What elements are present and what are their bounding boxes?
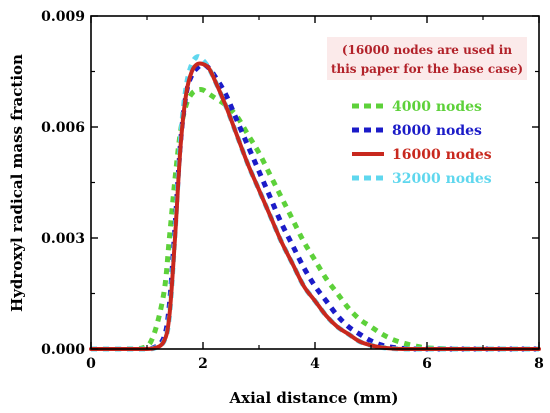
series-line-4000-nodes xyxy=(91,87,539,352)
x-axis-title: Axial distance (mm) xyxy=(229,389,399,407)
y-tick-label: 0.000 xyxy=(41,342,85,358)
y-tick-label: 0.006 xyxy=(41,120,85,136)
annotation-line-1: (16000 nodes are used in xyxy=(342,43,512,57)
legend-label: 16000 nodes xyxy=(392,147,492,163)
legend: 4000 nodes 8000 nodes 16000 nodes 32000 nod… xyxy=(352,99,492,187)
annotation-note: (16000 nodes are used in this paper for … xyxy=(327,37,527,80)
x-tick-label: 0 xyxy=(86,356,96,372)
x-tick-label: 4 xyxy=(310,356,320,372)
legend-label: 4000 nodes xyxy=(392,99,482,115)
y-tick-label: 0.009 xyxy=(41,9,85,25)
frame-layer: 0 2 4 6 8 0.000 0.003 0.006 0.009 xyxy=(41,9,544,372)
x-tick-label: 6 xyxy=(422,356,432,372)
annotation-line-2: this paper for the base case) xyxy=(331,62,523,76)
legend-label: 8000 nodes xyxy=(392,123,482,139)
annotation-background xyxy=(327,37,527,80)
x-tick-label: 8 xyxy=(534,356,544,372)
y-axis-title: Hydroxyl radical mass fraction xyxy=(8,54,26,312)
legend-label: 32000 nodes xyxy=(392,171,492,187)
x-tick-label: 2 xyxy=(198,356,208,372)
y-tick-label: 0.003 xyxy=(41,231,85,247)
